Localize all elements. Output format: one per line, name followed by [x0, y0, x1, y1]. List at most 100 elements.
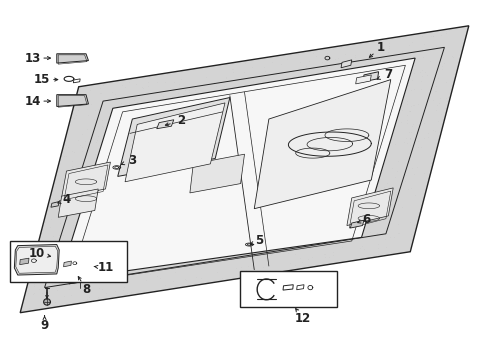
Point — [311, 53, 319, 59]
Point — [326, 93, 334, 98]
Point — [194, 199, 202, 204]
Point — [307, 111, 315, 117]
Point — [112, 189, 120, 194]
Point — [125, 212, 133, 218]
Point — [279, 247, 286, 253]
Point — [63, 201, 71, 207]
Point — [325, 69, 333, 75]
Point — [419, 170, 427, 176]
Point — [262, 98, 270, 104]
Point — [172, 113, 180, 118]
Point — [169, 234, 177, 239]
Point — [379, 197, 387, 202]
Point — [207, 252, 215, 257]
Point — [49, 233, 57, 239]
Point — [127, 187, 135, 193]
Point — [313, 241, 321, 247]
Point — [346, 143, 354, 149]
Point — [203, 143, 211, 149]
Point — [258, 212, 266, 217]
Point — [322, 129, 330, 134]
Point — [342, 65, 350, 71]
Point — [308, 230, 316, 236]
Point — [144, 140, 152, 146]
Point — [432, 44, 440, 50]
Point — [322, 54, 329, 59]
Point — [219, 111, 226, 116]
Polygon shape — [362, 72, 378, 82]
Point — [191, 186, 199, 192]
Point — [299, 192, 307, 198]
Point — [220, 174, 227, 180]
Point — [300, 239, 307, 245]
Point — [94, 106, 102, 112]
Point — [86, 286, 94, 292]
Point — [407, 62, 414, 67]
Point — [135, 189, 143, 194]
Point — [152, 233, 160, 239]
Point — [266, 243, 274, 249]
Point — [227, 66, 235, 72]
Point — [200, 157, 208, 163]
Point — [96, 90, 103, 96]
Point — [231, 138, 239, 144]
Point — [68, 158, 76, 164]
Point — [319, 251, 327, 256]
Point — [205, 185, 213, 190]
Point — [130, 97, 138, 103]
Point — [138, 147, 146, 152]
Point — [269, 167, 277, 173]
Point — [435, 95, 443, 101]
Point — [311, 164, 319, 170]
Point — [307, 180, 315, 186]
Point — [218, 275, 226, 281]
Point — [417, 67, 425, 73]
Point — [156, 264, 163, 270]
Point — [79, 95, 86, 101]
Point — [149, 244, 157, 250]
Point — [195, 175, 203, 180]
Point — [327, 194, 335, 200]
Point — [119, 276, 127, 282]
Point — [362, 150, 369, 156]
Point — [397, 179, 405, 185]
Point — [100, 140, 107, 145]
Point — [336, 165, 344, 171]
Point — [436, 32, 444, 38]
Point — [134, 186, 142, 192]
Point — [219, 104, 226, 109]
Point — [272, 171, 280, 177]
Point — [175, 229, 183, 234]
Point — [439, 118, 447, 124]
Point — [216, 119, 224, 125]
Point — [301, 180, 309, 185]
Point — [248, 178, 256, 184]
Point — [292, 207, 300, 213]
Text: 12: 12 — [294, 311, 310, 325]
Point — [113, 270, 121, 276]
Point — [100, 229, 107, 234]
Point — [56, 193, 63, 198]
Point — [349, 233, 357, 238]
Polygon shape — [157, 120, 173, 129]
Point — [39, 262, 47, 268]
Point — [79, 289, 86, 295]
Text: 14: 14 — [24, 95, 41, 108]
Point — [361, 141, 368, 147]
Point — [194, 173, 202, 179]
Point — [373, 162, 381, 168]
Point — [183, 125, 191, 131]
Point — [277, 80, 285, 86]
Point — [44, 291, 52, 296]
Point — [417, 144, 425, 150]
Point — [396, 120, 404, 125]
Point — [420, 69, 428, 75]
Point — [176, 153, 184, 159]
Point — [25, 286, 33, 292]
Point — [374, 105, 382, 111]
Point — [244, 264, 251, 269]
Point — [171, 269, 179, 275]
Point — [252, 216, 260, 222]
Point — [285, 188, 293, 194]
Point — [235, 146, 243, 152]
